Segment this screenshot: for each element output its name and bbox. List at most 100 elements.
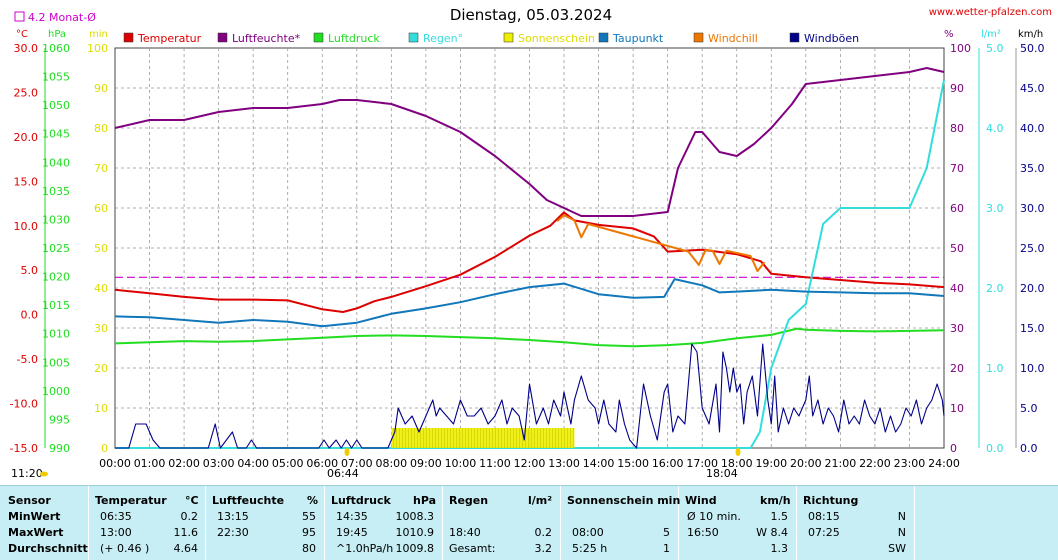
temperature-tick-label: -15.0 <box>10 442 38 455</box>
x-tick-label: 11:00 <box>479 457 511 470</box>
header-pressure: Luftdruck <box>331 494 391 507</box>
pressure-tick-label: 1025 <box>42 242 70 255</box>
pressure-tick-label: 995 <box>49 413 70 426</box>
stat-h-val: 80 <box>302 542 316 555</box>
legend-swatch <box>217 32 228 43</box>
stat-label: MaxWert <box>8 526 64 539</box>
wind-tick-label: 10.0 <box>1020 362 1045 375</box>
x-tick-label: 08:00 <box>375 457 407 470</box>
legend-swatch <box>313 32 324 43</box>
legend-entry: Windböen <box>804 32 859 45</box>
sunset-icon <box>735 448 741 456</box>
sunset-time: 18:04 <box>706 467 738 480</box>
rain-tick-label: 3.0 <box>986 202 1004 215</box>
sunshine-tick-label: 20 <box>94 362 108 375</box>
site-url[interactable]: www.wetter-pfalzen.com <box>929 7 1052 18</box>
pressure-tick-label: 990 <box>49 442 70 455</box>
col-divider <box>442 486 443 560</box>
stat-t-time: 13:00 <box>100 526 132 539</box>
stat-label: Durchschnitt <box>8 542 88 555</box>
humidity-tick-label: 80 <box>950 122 964 135</box>
pressure-tick-label: 1035 <box>42 185 70 198</box>
pressure-tick-label: 1060 <box>42 42 70 55</box>
x-tick-label: 22:00 <box>859 457 891 470</box>
temperature-tick-label: 30.0 <box>14 42 39 55</box>
stat-r-val: 3.2 <box>534 542 553 555</box>
series-line <box>114 211 945 313</box>
header-wind-unit: km/h <box>760 494 791 507</box>
rain-tick-label: 1.0 <box>986 362 1004 375</box>
x-tick-label: 18:00 <box>721 457 753 470</box>
pressure-unit: hPa <box>48 29 66 40</box>
x-tick-label: 19:00 <box>755 457 787 470</box>
stat-d-val: N <box>897 526 906 539</box>
x-tick-label: 06:00 <box>306 457 338 470</box>
series-line <box>115 343 945 449</box>
left-axes: 30.0 25.0 20.0 15.0 10.0 5.0 0.0 -5.0 -10.0 -15.0… <box>10 42 108 455</box>
stat-p-val: 1008.3 <box>395 510 435 523</box>
x-tick-label: 14:00 <box>583 457 615 470</box>
legend-entry: Luftfeuchte* <box>232 32 301 45</box>
legend-entry: Regen° <box>423 32 463 45</box>
wind-tick-label: 40.0 <box>1020 122 1045 135</box>
legend-entry: Sonnenschein <box>518 32 595 45</box>
wind-tick-label: 50.0 <box>1020 42 1045 55</box>
x-tick-label: 04:00 <box>237 457 269 470</box>
x-tick-label: 01:00 <box>134 457 166 470</box>
x-tick-label: 03:00 <box>203 457 235 470</box>
chart-legend: Temperatur Luftfeuchte* Luftdruck Regen° Son… <box>123 32 859 45</box>
x-tick-label: 09:00 <box>410 457 442 470</box>
wind-tick-label: 25.0 <box>1020 242 1045 255</box>
temperature-tick-label: 0.0 <box>21 309 39 322</box>
sunshine-unit: min <box>89 29 108 40</box>
pressure-tick-label: 1045 <box>42 128 70 141</box>
sunshine-tick-label: 70 <box>94 162 108 175</box>
series-layer <box>114 67 945 449</box>
sunshine-tick-label: 100 <box>87 42 108 55</box>
wind-tick-label: 5.0 <box>1020 402 1038 415</box>
pressure-tick-label: 1005 <box>42 356 70 369</box>
col-divider <box>796 486 797 560</box>
pressure-tick-label: 1010 <box>42 328 70 341</box>
legend-entry: Windchill <box>708 32 758 45</box>
grid-lines <box>115 48 944 448</box>
stat-w-val: 1.5 <box>770 510 789 523</box>
chart-title: Dienstag, 05.03.2024 <box>450 6 612 24</box>
pressure-tick-label: 1050 <box>42 99 70 112</box>
monthly-avg-marker <box>14 11 25 22</box>
sunrise-time: 06:44 <box>327 467 359 480</box>
sunrise-icon <box>344 448 350 456</box>
header-direction: Richtung <box>803 494 859 507</box>
wind-tick-label: 35.0 <box>1020 162 1045 175</box>
header-temperature: Temperatur <box>95 494 167 507</box>
temperature-unit: °C <box>16 29 28 40</box>
humidity-tick-label: 60 <box>950 202 964 215</box>
x-axis: 00:00 01:00 02:00 03:00 04:00 05:00 06:00 07:00… <box>99 457 960 470</box>
sunshine-tick-label: 40 <box>94 282 108 295</box>
stat-t-val: 0.2 <box>180 510 199 523</box>
stat-w-val: 1.3 <box>770 542 789 555</box>
x-tick-label: 10:00 <box>445 457 477 470</box>
x-tick-label: 23:00 <box>894 457 926 470</box>
humidity-tick-label: 50 <box>950 242 964 255</box>
header-wind: Wind <box>685 494 717 507</box>
temperature-tick-label: 10.0 <box>14 220 39 233</box>
header-rain: Regen <box>449 494 489 507</box>
legend-swatch <box>123 32 134 43</box>
monthly-avg-label: 4.2 Monat-Ø <box>28 11 96 24</box>
legend-entry: Temperatur <box>137 32 202 45</box>
col-divider <box>205 486 206 560</box>
sunshine-tick-label: 50 <box>94 242 108 255</box>
stat-p-time: ^1.0hPa/h <box>336 542 394 555</box>
x-tick-label: 07:00 <box>341 457 373 470</box>
x-tick-label: 24:00 <box>928 457 960 470</box>
col-divider <box>914 486 915 560</box>
stat-s-val: 1 <box>663 542 670 555</box>
x-tick-label: 12:00 <box>514 457 546 470</box>
weather-chart: Dienstag, 05.03.2024 www.wetter-pfalzen.… <box>10 6 1052 480</box>
stat-d-time: 08:15 <box>808 510 840 523</box>
pressure-tick-label: 1040 <box>42 156 70 169</box>
rain-tick-label: 2.0 <box>986 282 1004 295</box>
humidity-tick-label: 90 <box>950 82 964 95</box>
x-tick-label: 21:00 <box>825 457 857 470</box>
